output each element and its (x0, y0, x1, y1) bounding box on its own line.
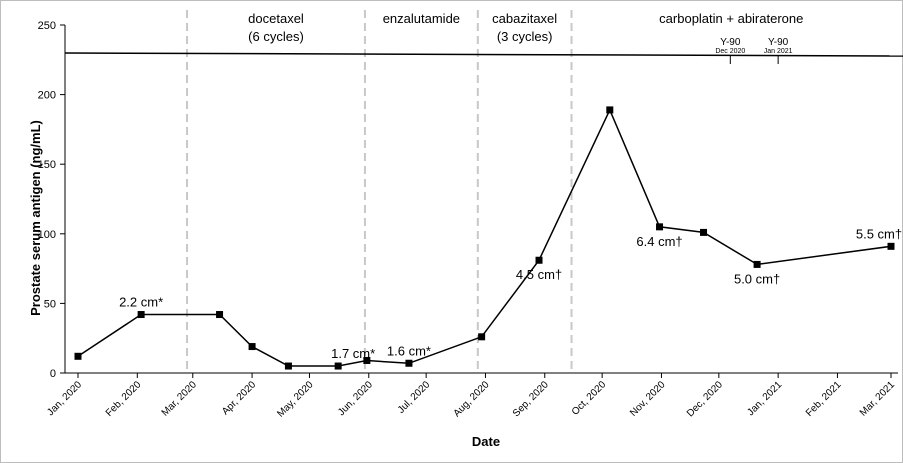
phase-label: docetaxel (248, 11, 304, 26)
psa-point (216, 311, 224, 319)
psa-point (606, 106, 614, 114)
y-tick-label: 50 (44, 298, 56, 310)
size-annotation: 6.4 cm† (636, 234, 682, 249)
size-annotation: 5.0 cm† (734, 271, 780, 286)
psa-point (887, 242, 895, 250)
size-annotation: 4.5 cm† (516, 267, 562, 282)
psa-point (405, 359, 413, 367)
phase-divider-line (64, 52, 903, 57)
y-tick-label: 200 (38, 90, 56, 102)
y-tick-label: 100 (38, 229, 56, 241)
psa-point (137, 311, 145, 319)
size-annotation: 5.5 cm† (856, 226, 902, 241)
x-axis-title: Date (472, 434, 500, 449)
y90-label: Y-90 (768, 37, 789, 48)
phase-labels: docetaxel (6 cycles) enzalutamide cabazitax… (248, 11, 803, 44)
y-axis-title: Prostate serum antigen (ng/mL) (28, 120, 43, 316)
y90-label: Y-90 (720, 37, 741, 48)
y-tick-label: 150 (38, 159, 56, 171)
phase-boundaries (186, 10, 573, 373)
y90-date: Dec 2020 (715, 48, 745, 55)
psa-point (700, 228, 708, 236)
y-tick-label: 250 (38, 20, 56, 32)
psa-point (334, 362, 342, 370)
psa-point (363, 356, 371, 364)
phase-label: carboplatin + abiraterone (659, 11, 803, 26)
psa-point (74, 352, 82, 360)
psa-point (248, 343, 256, 351)
phase-label: cabazitaxel (492, 11, 557, 26)
y-axis: 0 50 100 150 200 250 (38, 20, 66, 380)
psa-point (535, 256, 543, 264)
phase-label: enzalutamide (383, 11, 460, 26)
size-annotation: 1.7 cm* (331, 346, 375, 361)
psa-point (284, 362, 292, 370)
size-annotation: 1.6 cm* (387, 343, 431, 358)
y90-date: Jan 2021 (764, 48, 793, 55)
size-annotations: 2.2 cm* 1.7 cm* 1.6 cm* 4.5 cm† 6.4 cm† 5.0 c… (119, 226, 902, 361)
y-tick-label: 0 (50, 368, 56, 380)
psa-point (656, 223, 664, 231)
phase-sublabel: (3 cycles) (497, 29, 553, 44)
phase-sublabel: (6 cycles) (248, 29, 304, 44)
psa-markers (74, 106, 895, 370)
psa-point (753, 260, 761, 268)
psa-point (478, 333, 486, 341)
size-annotation: 2.2 cm* (119, 295, 163, 310)
